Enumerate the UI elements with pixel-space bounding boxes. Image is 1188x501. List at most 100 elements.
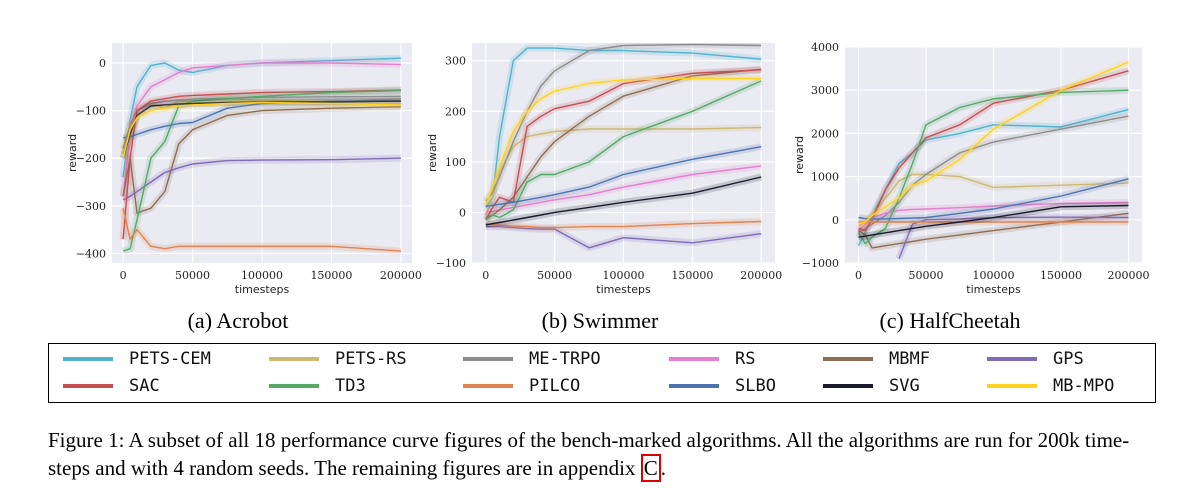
series-line-rs — [122, 62, 401, 197]
x-tick-label: 50000 — [909, 269, 944, 282]
legend-swatch — [987, 384, 1037, 388]
y-tick-label: 0 — [99, 57, 106, 70]
x-axis-label: timesteps — [596, 283, 651, 296]
legend-label: MB-MPO — [1053, 376, 1115, 396]
legend-swatch — [269, 384, 319, 388]
y-tick-label: 4000 — [811, 41, 839, 54]
figure-caption: Figure 1: A subset of all 18 performance… — [48, 426, 1168, 482]
x-tick-label: 200000 — [740, 269, 782, 282]
y-axis-label: reward — [793, 136, 806, 174]
subplot-1: 0 50000 100000 150000 200000 −100 0 100 200 300 ti… — [426, 43, 782, 296]
y-tick-label: −100 — [436, 257, 466, 270]
subplot-title-halfcheetah: (c) HalfCheetah — [879, 308, 1021, 333]
y-tick-label: −1000 — [802, 257, 839, 270]
x-tick-label: 0 — [120, 269, 127, 282]
series-line-sac — [858, 70, 1129, 232]
y-tick-label: 3000 — [811, 84, 839, 97]
series-line-mb-mpo — [858, 61, 1129, 225]
legend-swatch — [823, 357, 873, 361]
legend-item-rs: RS — [669, 349, 755, 369]
series-line-slbo — [858, 178, 1129, 220]
y-axis-label: reward — [66, 134, 79, 172]
x-tick-label: 150000 — [1040, 269, 1082, 282]
legend-item-gps: GPS — [987, 349, 1084, 369]
y-tick-label: 100 — [445, 156, 466, 169]
legend-label: GPS — [1053, 349, 1084, 369]
x-tick-label: 50000 — [537, 269, 572, 282]
legend-label: SLBO — [735, 376, 776, 396]
legend-swatch — [463, 384, 513, 388]
series-line-me-trpo — [485, 43, 762, 202]
series-line-pilco — [485, 220, 762, 229]
caption-text: A subset of all 18 performance curve fig… — [48, 428, 1130, 480]
series-line-mbmf — [122, 106, 401, 214]
y-tick-label: 0 — [459, 206, 466, 219]
caption-label: Figure 1: — [48, 428, 125, 452]
appendix-link[interactable]: C — [640, 454, 661, 482]
legend-swatch — [669, 357, 719, 361]
series-line-pets-cem — [485, 47, 762, 208]
x-tick-label: 200000 — [380, 269, 422, 282]
series-line-mb-mpo — [485, 77, 762, 206]
x-tick-label: 100000 — [603, 269, 645, 282]
legend-swatch — [63, 357, 113, 361]
x-tick-label: 150000 — [310, 269, 352, 282]
legend-item-svg: SVG — [823, 376, 920, 396]
y-tick-label: −400 — [76, 247, 106, 260]
legend-item-slbo: SLBO — [669, 376, 776, 396]
series-line-mbmf — [485, 68, 762, 219]
legend-label: PILCO — [529, 376, 581, 396]
legend-item-me-trpo: ME-TRPO — [463, 349, 601, 369]
caption-end: . — [660, 456, 666, 480]
legend-swatch — [669, 384, 719, 388]
y-axis-label: reward — [426, 134, 439, 172]
legend: PETS-CEM PETS-RS ME-TRPO RS MBMF GPS SAC TD3 PIL… — [48, 343, 1156, 403]
x-tick-label: 100000 — [241, 269, 283, 282]
legend-label: PETS-RS — [335, 349, 407, 369]
subplot-title-swimmer: (b) Swimmer — [541, 308, 659, 333]
series-line-td3 — [857, 89, 1129, 245]
legend-item-pilco: PILCO — [463, 376, 580, 396]
series-line-mb-mpo — [122, 101, 401, 159]
x-axis-label: timesteps — [235, 283, 290, 296]
subplot-0: 0 50000 100000 150000 200000 −400 −300 −200 −100… — [66, 43, 422, 296]
legend-swatch — [823, 384, 873, 388]
x-tick-label: 100000 — [973, 269, 1015, 282]
series-line-svg — [858, 204, 1129, 238]
legend-item-pets-cem: PETS-CEM — [63, 349, 211, 369]
x-tick-label: 150000 — [671, 269, 713, 282]
figure-charts: 0 50000 100000 150000 200000−400−300−200−100… — [66, 41, 1150, 296]
legend-item-sac: SAC — [63, 376, 160, 396]
series-line-td3 — [485, 80, 762, 221]
legend-label: MBMF — [889, 349, 930, 369]
subplot-2: 0 50000 100000 150000 200000 −1000 0 1000 2000 30… — [793, 41, 1150, 296]
series-line-slbo — [485, 146, 762, 208]
legend-item-pets-rs: PETS-RS — [269, 349, 407, 369]
legend-swatch — [987, 357, 1037, 361]
legend-label: SAC — [129, 376, 160, 396]
subplot-title-acrobot: (a) Acrobot — [187, 308, 289, 333]
series-line-gps — [898, 216, 1129, 259]
series-line-pets-cem — [122, 57, 401, 178]
series-line-svg — [485, 176, 762, 226]
legend-item-mb-mpo: MB-MPO — [987, 376, 1114, 396]
legend-swatch — [463, 357, 513, 361]
y-tick-label: −300 — [76, 200, 106, 213]
legend-item-td3: TD3 — [269, 376, 366, 396]
series-line-pilco — [122, 208, 401, 252]
legend-swatch — [269, 357, 319, 361]
legend-label: ME-TRPO — [529, 349, 601, 369]
legend-label: TD3 — [335, 376, 366, 396]
y-tick-label: −100 — [76, 105, 106, 118]
x-tick-label: 50000 — [175, 269, 210, 282]
y-tick-label: 1000 — [811, 171, 839, 184]
series-line-gps — [485, 225, 762, 249]
series-line-rs — [485, 165, 762, 214]
x-tick-label: 0 — [482, 269, 489, 282]
legend-label: PETS-CEM — [129, 349, 211, 369]
legend-label: RS — [735, 349, 756, 369]
legend-item-mbmf: MBMF — [823, 349, 930, 369]
series-line-mbmf — [858, 212, 1129, 249]
y-tick-label: 2000 — [811, 127, 839, 140]
series-line-sac — [122, 89, 401, 240]
